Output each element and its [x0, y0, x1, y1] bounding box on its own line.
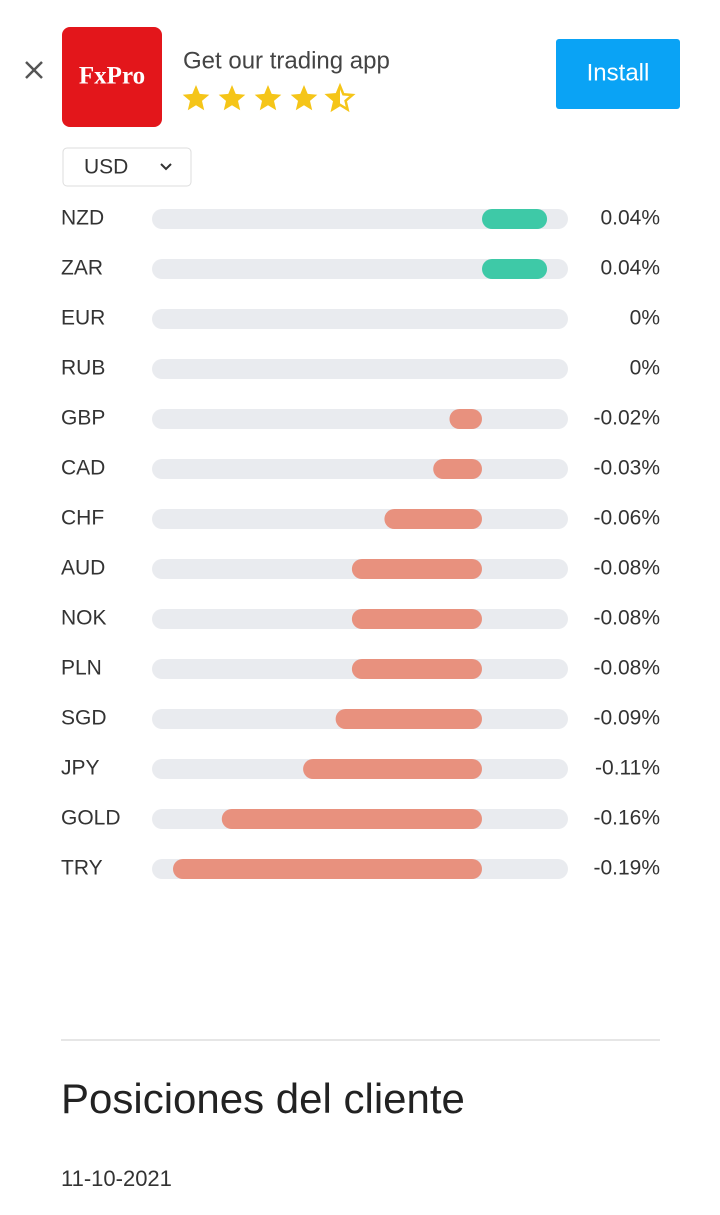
section-title: Posiciones del cliente — [61, 1075, 465, 1122]
value-label: -0.06% — [593, 507, 660, 530]
section-date: 11-10-2021 — [61, 1166, 172, 1191]
install-button[interactable]: Install — [556, 39, 680, 109]
bar-track — [152, 459, 568, 479]
star — [218, 85, 246, 111]
star — [254, 85, 282, 111]
value-label: -0.11% — [595, 757, 660, 780]
category-label: NOK — [61, 607, 107, 630]
category-label: AUD — [61, 557, 105, 580]
bar — [351, 659, 482, 679]
dropdown-box — [62, 147, 192, 187]
star — [290, 85, 318, 111]
bar — [303, 759, 482, 779]
value-label: 0% — [630, 307, 660, 330]
bar — [433, 459, 482, 479]
bar — [221, 809, 482, 829]
bar — [173, 859, 482, 879]
bar-track — [152, 309, 568, 329]
category-label: SGD — [61, 707, 107, 730]
close-button[interactable] — [25, 61, 43, 79]
category-label: TRY — [61, 857, 103, 880]
banner-text: Get our trading app — [183, 47, 390, 74]
value-label: -0.16% — [593, 807, 660, 830]
category-label: GOLD — [61, 807, 121, 830]
bar-track — [152, 509, 568, 529]
value-label: -0.03% — [593, 457, 660, 480]
category-label: JPY — [61, 757, 100, 780]
value-label: -0.08% — [593, 657, 660, 680]
bar — [351, 609, 482, 629]
bar — [449, 409, 482, 429]
value-label: -0.08% — [593, 607, 660, 630]
install-label: Install — [587, 59, 650, 86]
chart: NZD 0.04% ZAR 0.04% EUR 0% RUB 0% GBP -0.02% CAD -0… — [61, 207, 660, 880]
category-label: CHF — [61, 507, 104, 530]
app-logo — [62, 27, 162, 127]
value-label: 0.04% — [600, 257, 660, 280]
bar-track — [152, 359, 568, 379]
category-label: GBP — [61, 407, 105, 430]
value-label: -0.08% — [593, 557, 660, 580]
dropdown-value: USD — [84, 156, 128, 179]
bar — [351, 559, 482, 579]
close-icon — [25, 61, 43, 79]
currency-dropdown[interactable]: USD — [62, 147, 192, 187]
bar — [482, 259, 548, 279]
category-label: EUR — [61, 307, 105, 330]
value-label: -0.02% — [593, 407, 660, 430]
bar-track — [152, 409, 568, 429]
category-label: CAD — [61, 457, 105, 480]
value-label: -0.09% — [593, 707, 660, 730]
dropdown-arrow — [160, 163, 172, 171]
bar-track — [152, 259, 568, 279]
bar-track — [152, 209, 568, 229]
rating-stars — [182, 82, 356, 113]
value-label: -0.19% — [593, 857, 660, 880]
category-label: RUB — [61, 357, 105, 380]
bar — [482, 209, 548, 229]
category-label: ZAR — [61, 257, 103, 280]
value-label: 0.04% — [600, 207, 660, 230]
star — [182, 85, 210, 111]
install-button-bg — [556, 39, 680, 109]
category-label: NZD — [61, 207, 104, 230]
bar — [335, 709, 482, 729]
bar — [384, 509, 482, 529]
logo-text: FxPro — [79, 63, 145, 90]
value-label: 0% — [630, 357, 660, 380]
category-label: PLN — [61, 657, 102, 680]
star-half — [326, 85, 340, 111]
